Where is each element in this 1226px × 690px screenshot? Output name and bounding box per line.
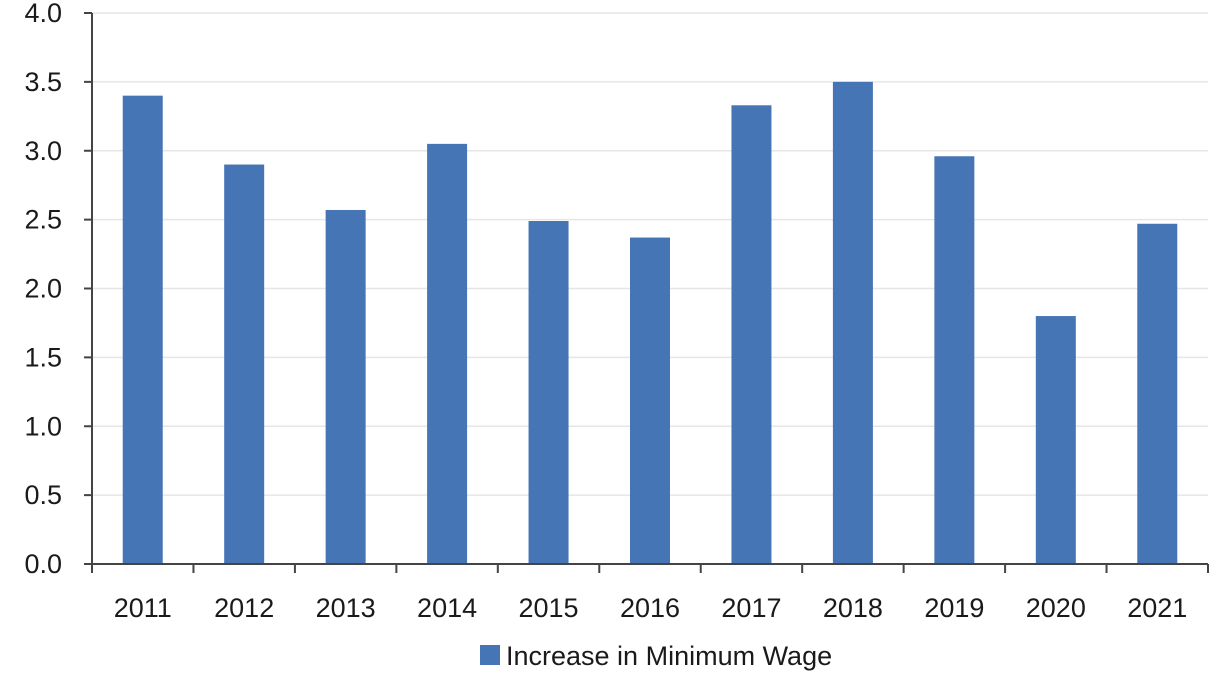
x-tick-label: 2019 (924, 593, 984, 623)
bar-2017 (731, 105, 772, 564)
bar-2014 (427, 143, 468, 565)
bar-2016 (630, 237, 670, 564)
bar-2013 (325, 209, 366, 565)
y-tick-label: 1.5 (24, 342, 62, 372)
bar-2012 (224, 164, 265, 564)
x-tick-label: 2015 (519, 593, 579, 623)
bar-2011 (122, 95, 163, 565)
x-tick-label: 2018 (823, 593, 883, 623)
bar-2021 (1137, 223, 1178, 564)
x-tick-label: 2021 (1127, 593, 1187, 623)
y-axis-ticks: 0.0 0.5 1.0 1.5 2.0 2.5 3.0 3.5 4.0 (24, 0, 92, 579)
y-tick-label: 2.0 (24, 274, 62, 304)
y-tick-label: 2.5 (24, 205, 62, 235)
x-tick-label: 2012 (214, 593, 274, 623)
y-tick-label: 3.0 (24, 136, 62, 166)
x-axis-ticks: 2011 2012 2013 2014 2015 2016 2017 2018 2019 2020… (91, 564, 1209, 623)
x-tick-label: 2017 (721, 593, 781, 623)
bar-2015 (528, 221, 569, 564)
legend-label: Increase in Minimum Wage (506, 641, 832, 671)
y-tick-label: 4.0 (24, 0, 62, 28)
y-tick-label: 0.0 (24, 549, 62, 579)
x-tick-label: 2020 (1026, 593, 1086, 623)
x-tick-label: 2016 (620, 593, 680, 623)
y-tick-label: 1.0 (24, 411, 62, 441)
y-tick-label: 0.5 (24, 480, 62, 510)
x-tick-label: 2011 (114, 593, 172, 623)
x-tick-label: 2014 (417, 593, 477, 623)
legend: Increase in Minimum Wage (480, 641, 832, 671)
bar-2020 (1035, 316, 1076, 564)
y-tick-label: 3.5 (24, 67, 62, 97)
bar-2018 (832, 81, 873, 564)
legend-swatch (480, 645, 500, 665)
bars (122, 81, 1178, 565)
bar-2019 (934, 156, 975, 564)
x-tick-label: 2013 (316, 593, 376, 623)
